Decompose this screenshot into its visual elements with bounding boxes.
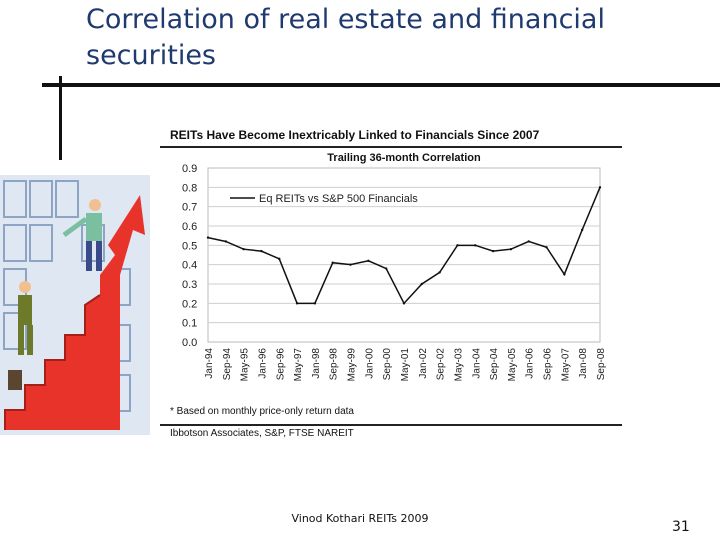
x-tick-label: Sep-02 [436,348,447,381]
x-tick-label: Jan-02 [418,348,429,379]
plot-area [207,167,601,343]
correlation-chart-svg: 0.0 0.1 0.2 0.3 0.4 0.5 0.6 0.7 0.8 0.9 Jan-94 Sep-… [182,152,607,382]
y-tick-label: 0.6 [182,221,197,233]
data-point [242,248,245,251]
data-point [367,259,370,262]
data-point [313,302,317,305]
x-tick-label: May-95 [240,348,251,382]
x-tick-label: May-03 [453,348,464,382]
x-tick-label: Sep-04 [489,348,500,381]
x-tick-label: Jan-98 [311,348,322,379]
data-point [384,267,388,270]
x-tick-label: Jan-94 [204,348,215,379]
x-tick-label: May-97 [293,348,304,382]
x-tick-label: Sep-98 [329,348,340,381]
y-tick-label: 0.5 [182,240,197,252]
data-point [402,302,406,305]
data-point [509,248,513,251]
x-tick-label: Jan-00 [364,348,375,379]
y-tick-label: 0.3 [182,279,197,291]
y-tick-label: 0.4 [182,260,197,272]
chart-title: Trailing 36-month Correlation [327,152,481,164]
x-tick-label: Jan-96 [257,348,268,379]
data-point [260,249,263,253]
y-tick-label: 0.8 [182,182,197,194]
data-point [598,186,602,189]
data-point [456,244,459,247]
x-tick-label: Sep-08 [596,348,607,381]
x-tick-label: May-01 [400,348,411,382]
chart-footnote: * Based on monthly price-only return dat… [170,406,354,417]
x-tick-label: Jan-04 [471,348,482,379]
stairs-climbers-clipart [0,175,150,435]
data-point [295,302,299,305]
slide-footer: Vinod Kothari REITs 2009 [291,512,429,525]
data-point [563,273,566,276]
data-point [580,228,584,232]
slide-title: Correlation of real estate and financial… [86,4,605,71]
y-tick-label: 0.9 [182,163,197,175]
data-point [474,244,477,247]
chart-source: Ibbotson Associates, S&P, FTSE NAREIT [170,428,354,439]
chart-header: REITs Have Become Inextricably Linked to… [170,128,540,142]
data-point [278,257,281,261]
y-tick-label: 0.7 [182,202,197,214]
x-tick-label: May-07 [560,348,571,382]
x-tick-label: Sep-96 [275,348,286,381]
chart-header-rule [160,146,622,148]
page-number: 31 [672,519,690,535]
title-underline-rule [42,83,720,87]
data-point [491,249,495,253]
data-point [438,271,441,274]
data-point [545,246,548,249]
data-point [349,263,352,266]
legend-label: Eq REITs vs S&P 500 Financials [259,193,418,205]
data-point [420,282,424,286]
x-tick-label: Jan-06 [525,348,536,379]
chart-bottom-rule [160,424,622,426]
correlation-chart: 0.0 0.1 0.2 0.3 0.4 0.5 0.6 0.7 0.8 0.9 Jan-94 Sep-… [160,128,622,440]
data-point [206,236,210,239]
x-tick-label: May-05 [507,348,518,382]
x-tick-label: May-99 [347,348,358,382]
y-tick-label: 0.1 [182,318,197,330]
x-tick-label: Sep-06 [543,348,554,381]
y-tick-label: 0.0 [182,337,197,349]
x-tick-label: Sep-00 [382,348,393,381]
data-point [527,240,530,243]
title-vertical-rule [59,76,62,160]
data-point [331,261,334,264]
y-tick-label: 0.2 [182,298,197,310]
data-point [224,240,228,243]
x-tick-label: Jan-08 [578,348,589,379]
x-tick-label: Sep-94 [222,348,233,381]
